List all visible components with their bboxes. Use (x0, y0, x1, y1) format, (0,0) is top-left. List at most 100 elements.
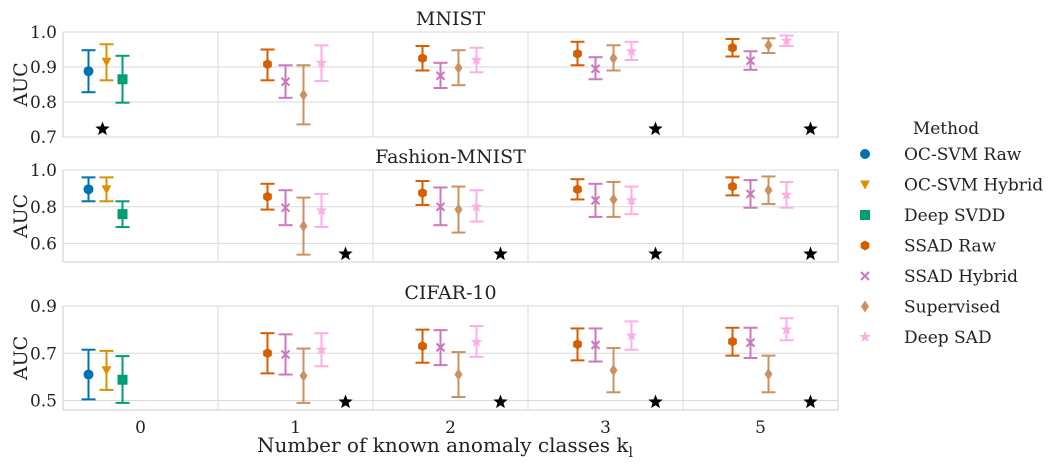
errorbar-ssad-raw-k2 (415, 180, 430, 206)
mean-marker (435, 71, 446, 81)
legend: Method OC-SVM Raw OC-SVM Hybrid Deep SVDD SS… (859, 119, 1043, 348)
errorbar-deep-sad-k2 (469, 46, 484, 74)
x-tick-label: 5 (755, 418, 766, 438)
legend-entry-deep-sad: Deep SAD (859, 328, 992, 348)
errorbar-ssad-hybrid-k5 (743, 179, 758, 209)
legend-marker (860, 180, 870, 190)
mean-marker (435, 342, 446, 353)
errorbar-supervised-k3 (606, 44, 621, 72)
errorbar-supervised-k2 (451, 185, 466, 234)
mean-marker (745, 337, 756, 348)
series-deep-svdd (115, 200, 130, 229)
legend-label: SSAD Hybrid (904, 267, 1018, 287)
series-deep-sad (314, 180, 794, 229)
series-deep-svdd (115, 355, 130, 404)
errorbar-ssad-hybrid-k3 (588, 327, 603, 363)
errorbar-ssad-hybrid-k1 (278, 64, 293, 99)
best-method-star-k1 (338, 394, 353, 409)
legend-marker (860, 149, 870, 159)
errorbar-ssad-raw-k1 (260, 48, 275, 82)
mean-marker (625, 329, 638, 341)
legend-title: Method (913, 119, 979, 139)
errorbar-oc-svm-raw-k0 (81, 348, 96, 401)
errorbar-ssad-hybrid-k1 (278, 189, 293, 227)
errorbar-deep-sad-k1 (314, 44, 329, 82)
legend-marker (860, 210, 870, 220)
mean-marker (780, 323, 793, 335)
best-method-star-k2 (493, 394, 508, 409)
legend-entry-ssad-hybrid: SSAD Hybrid (860, 267, 1018, 287)
x-tick-label: 3 (600, 418, 611, 438)
errorbar-supervised-k3 (606, 347, 621, 394)
legend-marker (861, 300, 869, 313)
panel-title: MNIST (416, 8, 486, 30)
errorbar-ssad-raw-k1 (260, 182, 275, 211)
errorbar-supervised-k5 (761, 175, 776, 206)
x-axis-label-main: Number of known anomaly classes k (257, 433, 629, 457)
errorbar-ssad-hybrid-k2 (433, 186, 448, 227)
legend-entry-oc-svm-hybrid: OC-SVM Hybrid (860, 176, 1043, 196)
errorbar-ssad-hybrid-k2 (433, 329, 448, 367)
series-deep-sad (314, 317, 794, 368)
mean-marker (454, 61, 463, 74)
legend-label: Deep SVDD (904, 206, 1005, 226)
series-ssad-raw (260, 38, 740, 82)
mean-marker (728, 336, 737, 347)
best-method-star-k0 (95, 121, 110, 136)
y-axis-label: AUC (10, 62, 32, 107)
mean-marker (117, 74, 128, 85)
errorbar-ssad-hybrid-k5 (743, 50, 758, 71)
best-method-star-k3 (648, 394, 663, 409)
y-tick-label: 1.0 (30, 23, 57, 43)
mean-marker (764, 39, 773, 52)
mean-marker (470, 54, 483, 65)
best-method-star-k3 (648, 246, 663, 261)
series-ssad-hybrid (278, 326, 758, 376)
errorbar-ssad-hybrid-k3 (588, 182, 603, 218)
y-axis-label: AUC (10, 194, 32, 239)
mean-marker (728, 42, 737, 53)
mean-marker (435, 202, 446, 212)
legend-entry-ssad-raw: SSAD Raw (860, 237, 997, 257)
errorbar-ssad-hybrid-k2 (433, 61, 448, 89)
mean-marker (764, 368, 773, 381)
y-tick-label: 0.7 (30, 344, 57, 364)
series-oc-svm-hybrid (99, 349, 114, 391)
mean-marker (101, 57, 112, 67)
mean-marker (780, 188, 793, 200)
errorbar-ssad-hybrid-k5 (743, 326, 758, 359)
mean-marker (299, 89, 308, 101)
errorbar-supervised-k2 (451, 49, 466, 87)
mean-marker (745, 55, 756, 66)
errorbar-ssad-raw-k5 (725, 38, 740, 58)
y-tick-label: 0.8 (30, 93, 57, 113)
series-oc-svm-raw (81, 176, 96, 203)
mean-marker (315, 204, 328, 216)
mean-marker (573, 184, 582, 195)
legend-label: Deep SAD (904, 328, 992, 348)
series-oc-svm-raw (81, 49, 96, 94)
mean-marker (454, 368, 463, 381)
legend-label: SSAD Raw (904, 237, 997, 257)
errorbar-ssad-hybrid-k3 (588, 56, 603, 81)
mean-marker (263, 348, 272, 359)
mean-marker (101, 185, 112, 195)
panel-fashion-mnist: 0.6 0.8 1.0 Fashion-MNIST AUC (10, 146, 839, 263)
series-ssad-hybrid (278, 50, 758, 99)
best-method-star-k5 (803, 121, 818, 136)
errorbar-oc-svm-hybrid-k0 (99, 176, 114, 203)
mean-marker (263, 191, 272, 202)
errorbar-supervised-k5 (761, 354, 776, 394)
series-ssad-raw (260, 326, 740, 375)
mean-marker (609, 193, 618, 206)
mean-marker (101, 366, 112, 376)
errorbar-deep-sad-k5 (779, 317, 794, 342)
panel-frame (62, 31, 839, 138)
errorbar-deep-sad-k5 (779, 180, 794, 209)
series-supervised (296, 37, 776, 126)
errorbar-ssad-hybrid-k1 (278, 333, 293, 376)
mean-marker (609, 52, 618, 65)
x-tick-label: 2 (445, 418, 456, 438)
mean-marker (609, 364, 618, 377)
